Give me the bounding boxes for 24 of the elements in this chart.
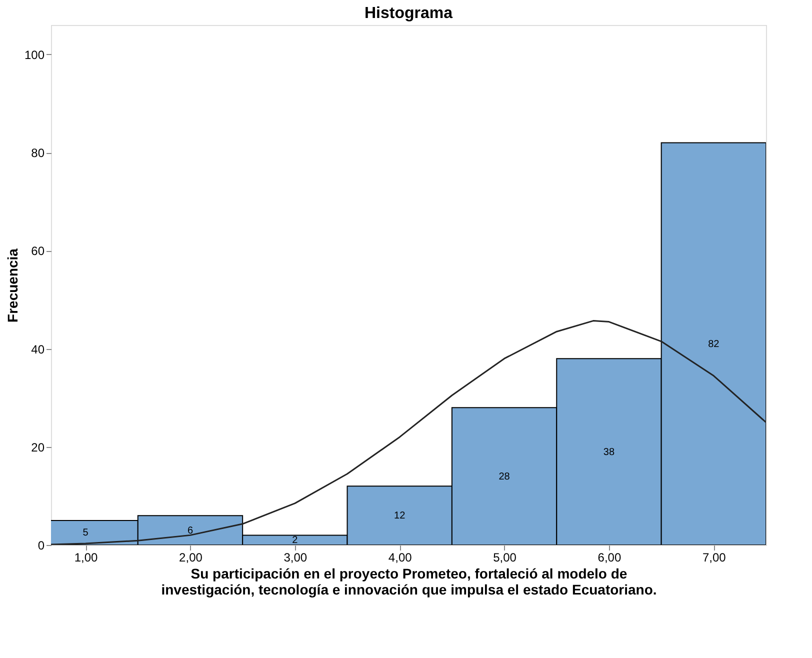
x-tick-label: 3,00 — [284, 550, 308, 564]
y-tick-label: 40 — [31, 342, 45, 356]
data-label: 38 — [603, 446, 615, 458]
data-label: 6 — [187, 525, 194, 536]
x-tick-label: 1,00 — [74, 550, 98, 564]
x-tick-label: 5,00 — [493, 550, 517, 564]
data-label: 82 — [708, 338, 720, 350]
line-series — [51, 320, 766, 545]
y-tick-label: 60 — [31, 244, 45, 258]
x-tick-label: 2,00 — [179, 550, 203, 564]
chart-title: Histograma — [364, 5, 453, 22]
x-axis-title: Su participación en el proyecto Prometeo, fortaleció al modelo de investigación, tecnología e innovación que impulsa el estado Ecuatoriano. — [161, 566, 657, 598]
data-label: 12 — [394, 510, 406, 522]
y-tick-label: 100 — [24, 48, 45, 62]
x-tick-label: 7,00 — [702, 550, 726, 564]
x-tick-label: 4,00 — [388, 550, 412, 564]
data-label: 28 — [498, 471, 510, 482]
data-label: 5 — [82, 528, 89, 539]
y-tick-label: 80 — [31, 146, 45, 160]
y-tick-label: 0 — [38, 538, 45, 552]
data-label: 2 — [292, 535, 298, 546]
x-tick-label: 6,00 — [598, 550, 622, 564]
y-tick-label: 20 — [31, 440, 45, 454]
y-axis-title: Frecuencia — [4, 248, 20, 322]
